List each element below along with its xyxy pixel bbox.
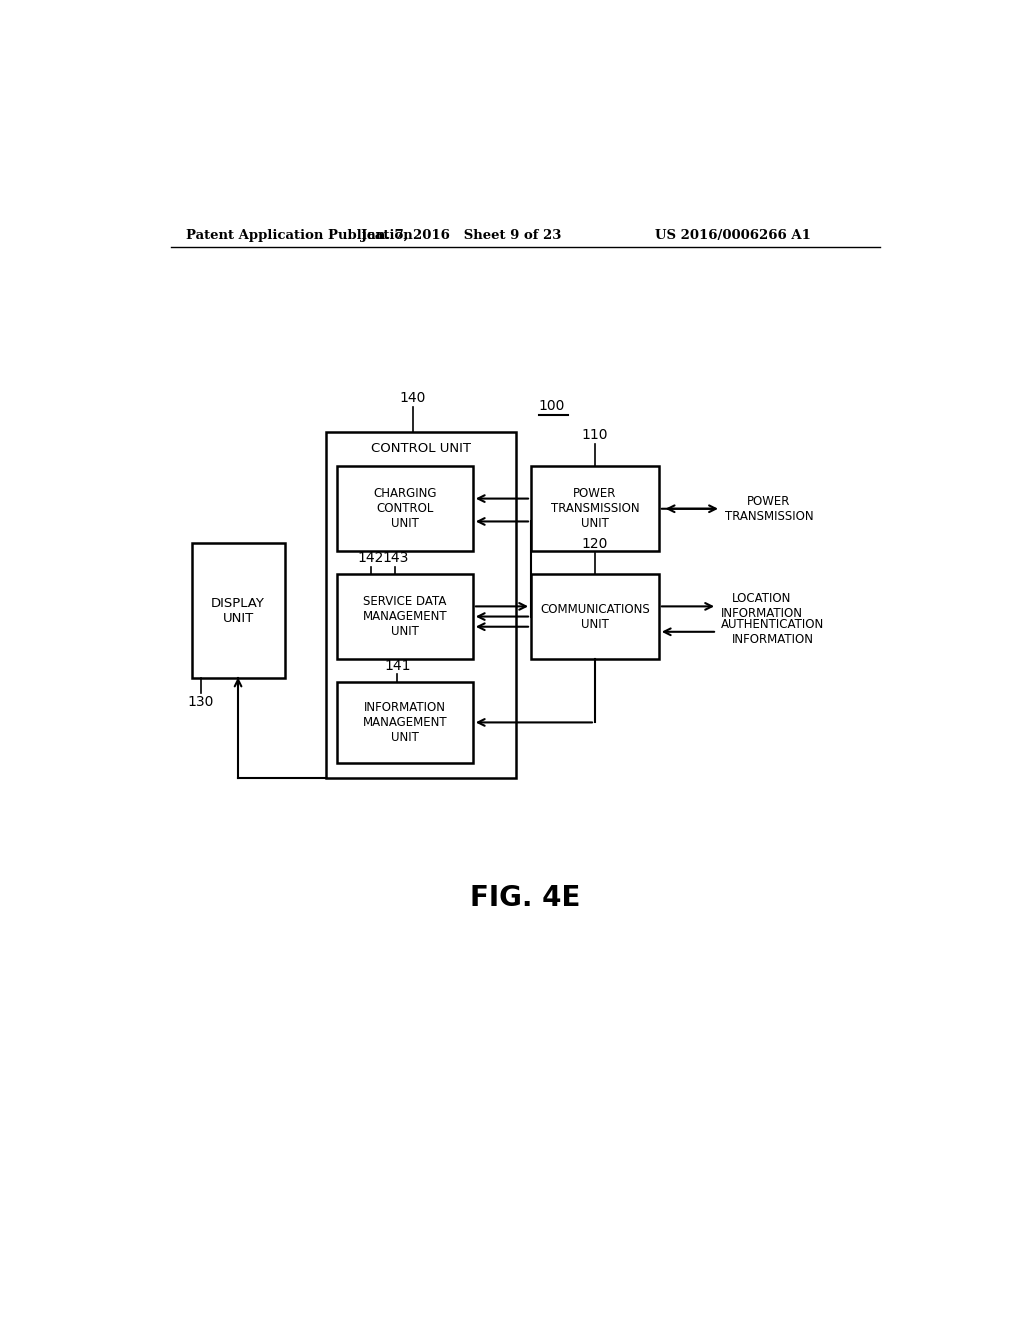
Text: Jan. 7, 2016   Sheet 9 of 23: Jan. 7, 2016 Sheet 9 of 23 bbox=[361, 228, 561, 242]
Bar bbox=[531, 574, 658, 659]
Text: 140: 140 bbox=[399, 391, 426, 405]
Text: Patent Application Publication: Patent Application Publication bbox=[186, 228, 413, 242]
Text: COMMUNICATIONS
UNIT: COMMUNICATIONS UNIT bbox=[540, 602, 650, 631]
Text: FIG. 4E: FIG. 4E bbox=[470, 883, 580, 912]
Bar bbox=[337, 574, 473, 659]
Text: CONTROL UNIT: CONTROL UNIT bbox=[371, 442, 471, 455]
Bar bbox=[337, 682, 473, 763]
Text: 142: 142 bbox=[357, 550, 384, 565]
Text: 141: 141 bbox=[384, 659, 411, 673]
Bar bbox=[337, 466, 473, 552]
Text: INFORMATION
MANAGEMENT
UNIT: INFORMATION MANAGEMENT UNIT bbox=[362, 701, 447, 744]
Text: LOCATION
INFORMATION: LOCATION INFORMATION bbox=[721, 593, 803, 620]
Text: 120: 120 bbox=[582, 537, 608, 552]
Text: 110: 110 bbox=[582, 428, 608, 442]
Text: 130: 130 bbox=[187, 696, 214, 709]
Text: 100: 100 bbox=[539, 399, 565, 412]
Text: US 2016/0006266 A1: US 2016/0006266 A1 bbox=[655, 228, 811, 242]
Text: 143: 143 bbox=[382, 550, 409, 565]
Text: POWER
TRANSMISSION
UNIT: POWER TRANSMISSION UNIT bbox=[551, 487, 639, 531]
Text: AUTHENTICATION
INFORMATION: AUTHENTICATION INFORMATION bbox=[721, 618, 824, 645]
Text: DISPLAY
UNIT: DISPLAY UNIT bbox=[211, 597, 265, 624]
Bar bbox=[191, 544, 285, 678]
Bar bbox=[326, 432, 515, 779]
Text: CHARGING
CONTROL
UNIT: CHARGING CONTROL UNIT bbox=[374, 487, 437, 531]
Bar bbox=[531, 466, 658, 552]
Text: SERVICE DATA
MANAGEMENT
UNIT: SERVICE DATA MANAGEMENT UNIT bbox=[362, 595, 447, 638]
Text: POWER
TRANSMISSION: POWER TRANSMISSION bbox=[725, 495, 813, 523]
